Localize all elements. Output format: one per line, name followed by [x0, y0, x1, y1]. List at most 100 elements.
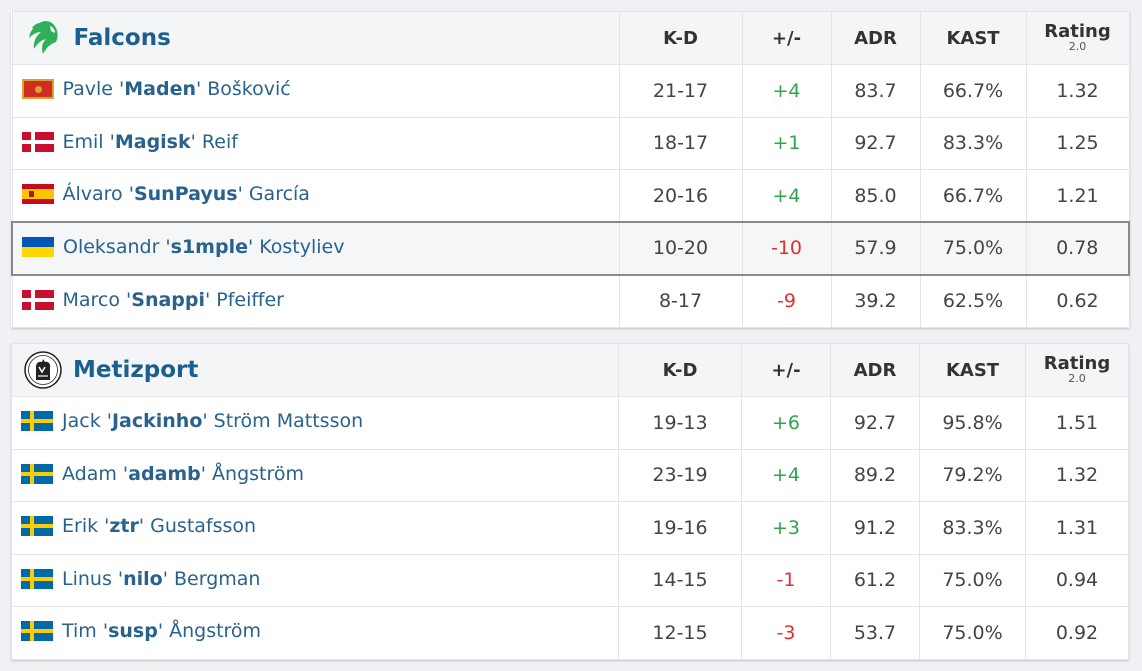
montenegro-flag-icon	[21, 79, 54, 100]
player-first-name: Pavle '	[62, 78, 125, 101]
rating-cell: 0.94	[1025, 553, 1129, 607]
player-link[interactable]: Tim ' susp ' Ångström	[21, 620, 261, 642]
kast-cell: 75.0%	[919, 221, 1027, 276]
player-first-name: Erik '	[62, 515, 110, 538]
player-first-name: Oleksandr '	[63, 235, 171, 258]
kd-cell: 12-15	[618, 606, 742, 660]
player-last-name: ' Ångström	[200, 462, 305, 485]
kast-cell: 62.5%	[919, 274, 1027, 328]
kast-cell: 66.7%	[919, 169, 1027, 223]
player-cell: Pavle ' Maden ' Bošković	[11, 64, 620, 118]
player-row: Emil ' Magisk ' Reif 18-17 +1 92.7 83.3% 1…	[11, 116, 1130, 170]
player-nickname: ztr	[109, 515, 139, 538]
kast-cell: 79.2%	[919, 448, 1026, 502]
kd-cell: 19-13	[618, 396, 742, 450]
rating-version: 2.0	[1068, 372, 1086, 385]
player-row: Pavle ' Maden ' Bošković 21-17 +4 83.7 66.…	[11, 64, 1130, 118]
kast-cell: 83.3%	[919, 501, 1026, 555]
player-nickname: Magisk	[114, 130, 191, 153]
player-row: Adam ' adamb ' Ångström 23-19 +4 89.2 79.2…	[11, 448, 1129, 502]
player-first-name: Tim '	[62, 620, 109, 643]
ukraine-flag-icon	[22, 236, 54, 257]
player-link[interactable]: Emil ' Magisk ' Reif	[21, 130, 238, 153]
rating-label: Rating	[1043, 353, 1111, 374]
team-name[interactable]: Metizport	[73, 357, 199, 383]
player-first-name: Marco '	[62, 288, 132, 311]
sweden-flag-icon	[21, 411, 53, 432]
kd-cell: 8-17	[618, 274, 743, 328]
denmark-flag-icon	[21, 289, 54, 310]
kd-cell: 18-17	[618, 116, 743, 170]
player-nickname: s1mple	[170, 235, 248, 258]
player-last-name: ' Bergman	[162, 567, 261, 590]
player-nickname: susp	[108, 620, 158, 643]
plus-minus-cell: +4	[741, 64, 832, 118]
rating-cell: 1.21	[1025, 169, 1130, 223]
rating-version: 2.0	[1068, 40, 1087, 53]
rating-cell: 1.25	[1025, 116, 1130, 170]
rating-label: Rating	[1044, 21, 1111, 42]
player-last-name: ' Gustafsson	[138, 515, 257, 538]
kast-cell: 75.0%	[919, 606, 1026, 660]
adr-cell: 39.2	[830, 274, 921, 328]
player-link[interactable]: Erik ' ztr ' Gustafsson	[21, 515, 256, 537]
rating-cell: 0.62	[1025, 274, 1130, 328]
kast-column-header: KAST	[919, 343, 1026, 397]
player-cell: Jack ' Jackinho ' Ström Mattsson	[11, 396, 619, 450]
rating-column-header: Rating 2.0	[1025, 343, 1129, 397]
table-header-row: Metizport K-D +/- ADR KAST Rating 2.0	[11, 343, 1129, 397]
rating-cell: 0.92	[1025, 606, 1129, 660]
player-link[interactable]: Álvaro ' SunPayus ' García	[21, 183, 310, 205]
adr-cell: 91.2	[830, 501, 920, 555]
player-nickname: SunPayus	[133, 183, 238, 205]
player-link[interactable]: Oleksandr ' s1mple ' Kostyliev	[22, 236, 344, 258]
player-last-name: ' García	[237, 183, 310, 205]
player-row: Marco ' Snappi ' Pfeiffer 8-17 -9 39.2 62.…	[11, 274, 1130, 328]
player-row: Tim ' susp ' Ångström 12-15 -3 53.7 75.0% …	[11, 606, 1129, 660]
kd-cell: 10-20	[618, 221, 743, 276]
kd-cell: 19-16	[618, 501, 742, 555]
adr-cell: 57.9	[830, 221, 921, 276]
plus-minus-column-header: +/-	[741, 11, 832, 65]
kast-cell: 95.8%	[919, 396, 1026, 450]
rating-cell: 1.51	[1025, 396, 1129, 450]
player-last-name: ' Bošković	[195, 78, 291, 101]
player-last-name: ' Ångström	[157, 620, 262, 643]
player-cell: Marco ' Snappi ' Pfeiffer	[11, 274, 620, 328]
plus-minus-cell: +1	[741, 116, 832, 170]
adr-cell: 85.0	[830, 169, 921, 223]
player-nickname: nilo	[123, 567, 163, 590]
adr-cell: 92.7	[830, 116, 921, 170]
kast-cell: 66.7%	[919, 64, 1027, 118]
player-link[interactable]: Marco ' Snappi ' Pfeiffer	[21, 288, 284, 311]
sweden-flag-icon	[21, 568, 53, 589]
team-header: Falcons	[11, 11, 620, 65]
team-name[interactable]: Falcons	[73, 25, 171, 51]
player-cell: Emil ' Magisk ' Reif	[11, 116, 620, 170]
player-nickname: Maden	[124, 78, 196, 101]
rating-cell: 1.31	[1025, 501, 1129, 555]
player-first-name: Linus '	[62, 567, 124, 590]
player-last-name: ' Kostyliev	[247, 235, 345, 258]
team-stats-table-metizport: Metizport K-D +/- ADR KAST Rating 2.0 Ja…	[11, 343, 1129, 660]
player-link[interactable]: Pavle ' Maden ' Bošković	[21, 78, 291, 101]
player-nickname: adamb	[128, 462, 201, 485]
player-link[interactable]: Jack ' Jackinho ' Ström Mattsson	[21, 410, 363, 432]
player-last-name: ' Reif	[190, 130, 238, 153]
plus-minus-cell: +3	[741, 501, 831, 555]
kd-column-header: K-D	[618, 11, 743, 65]
player-cell: Oleksandr ' s1mple ' Kostyliev	[11, 221, 620, 276]
adr-cell: 89.2	[830, 448, 920, 502]
adr-column-header: ADR	[830, 11, 921, 65]
player-row: Álvaro ' SunPayus ' García 20-16 +4 85.0 6…	[11, 169, 1130, 223]
adr-column-header: ADR	[830, 343, 920, 397]
player-link[interactable]: Linus ' nilo ' Bergman	[21, 568, 260, 590]
plus-minus-cell: -1	[741, 553, 831, 607]
kd-cell: 23-19	[618, 448, 742, 502]
player-link[interactable]: Adam ' adamb ' Ångström	[21, 463, 304, 485]
player-row: Erik ' ztr ' Gustafsson 19-16 +3 91.2 83.3…	[11, 501, 1129, 555]
table-header-row: Falcons K-D +/- ADR KAST Rating 2.0	[11, 11, 1130, 65]
player-row: Linus ' nilo ' Bergman 14-15 -1 61.2 75.0%…	[11, 553, 1129, 607]
team-stats-table-falcons: Falcons K-D +/- ADR KAST Rating 2.0 Pavl…	[11, 11, 1130, 328]
adr-cell: 83.7	[830, 64, 921, 118]
